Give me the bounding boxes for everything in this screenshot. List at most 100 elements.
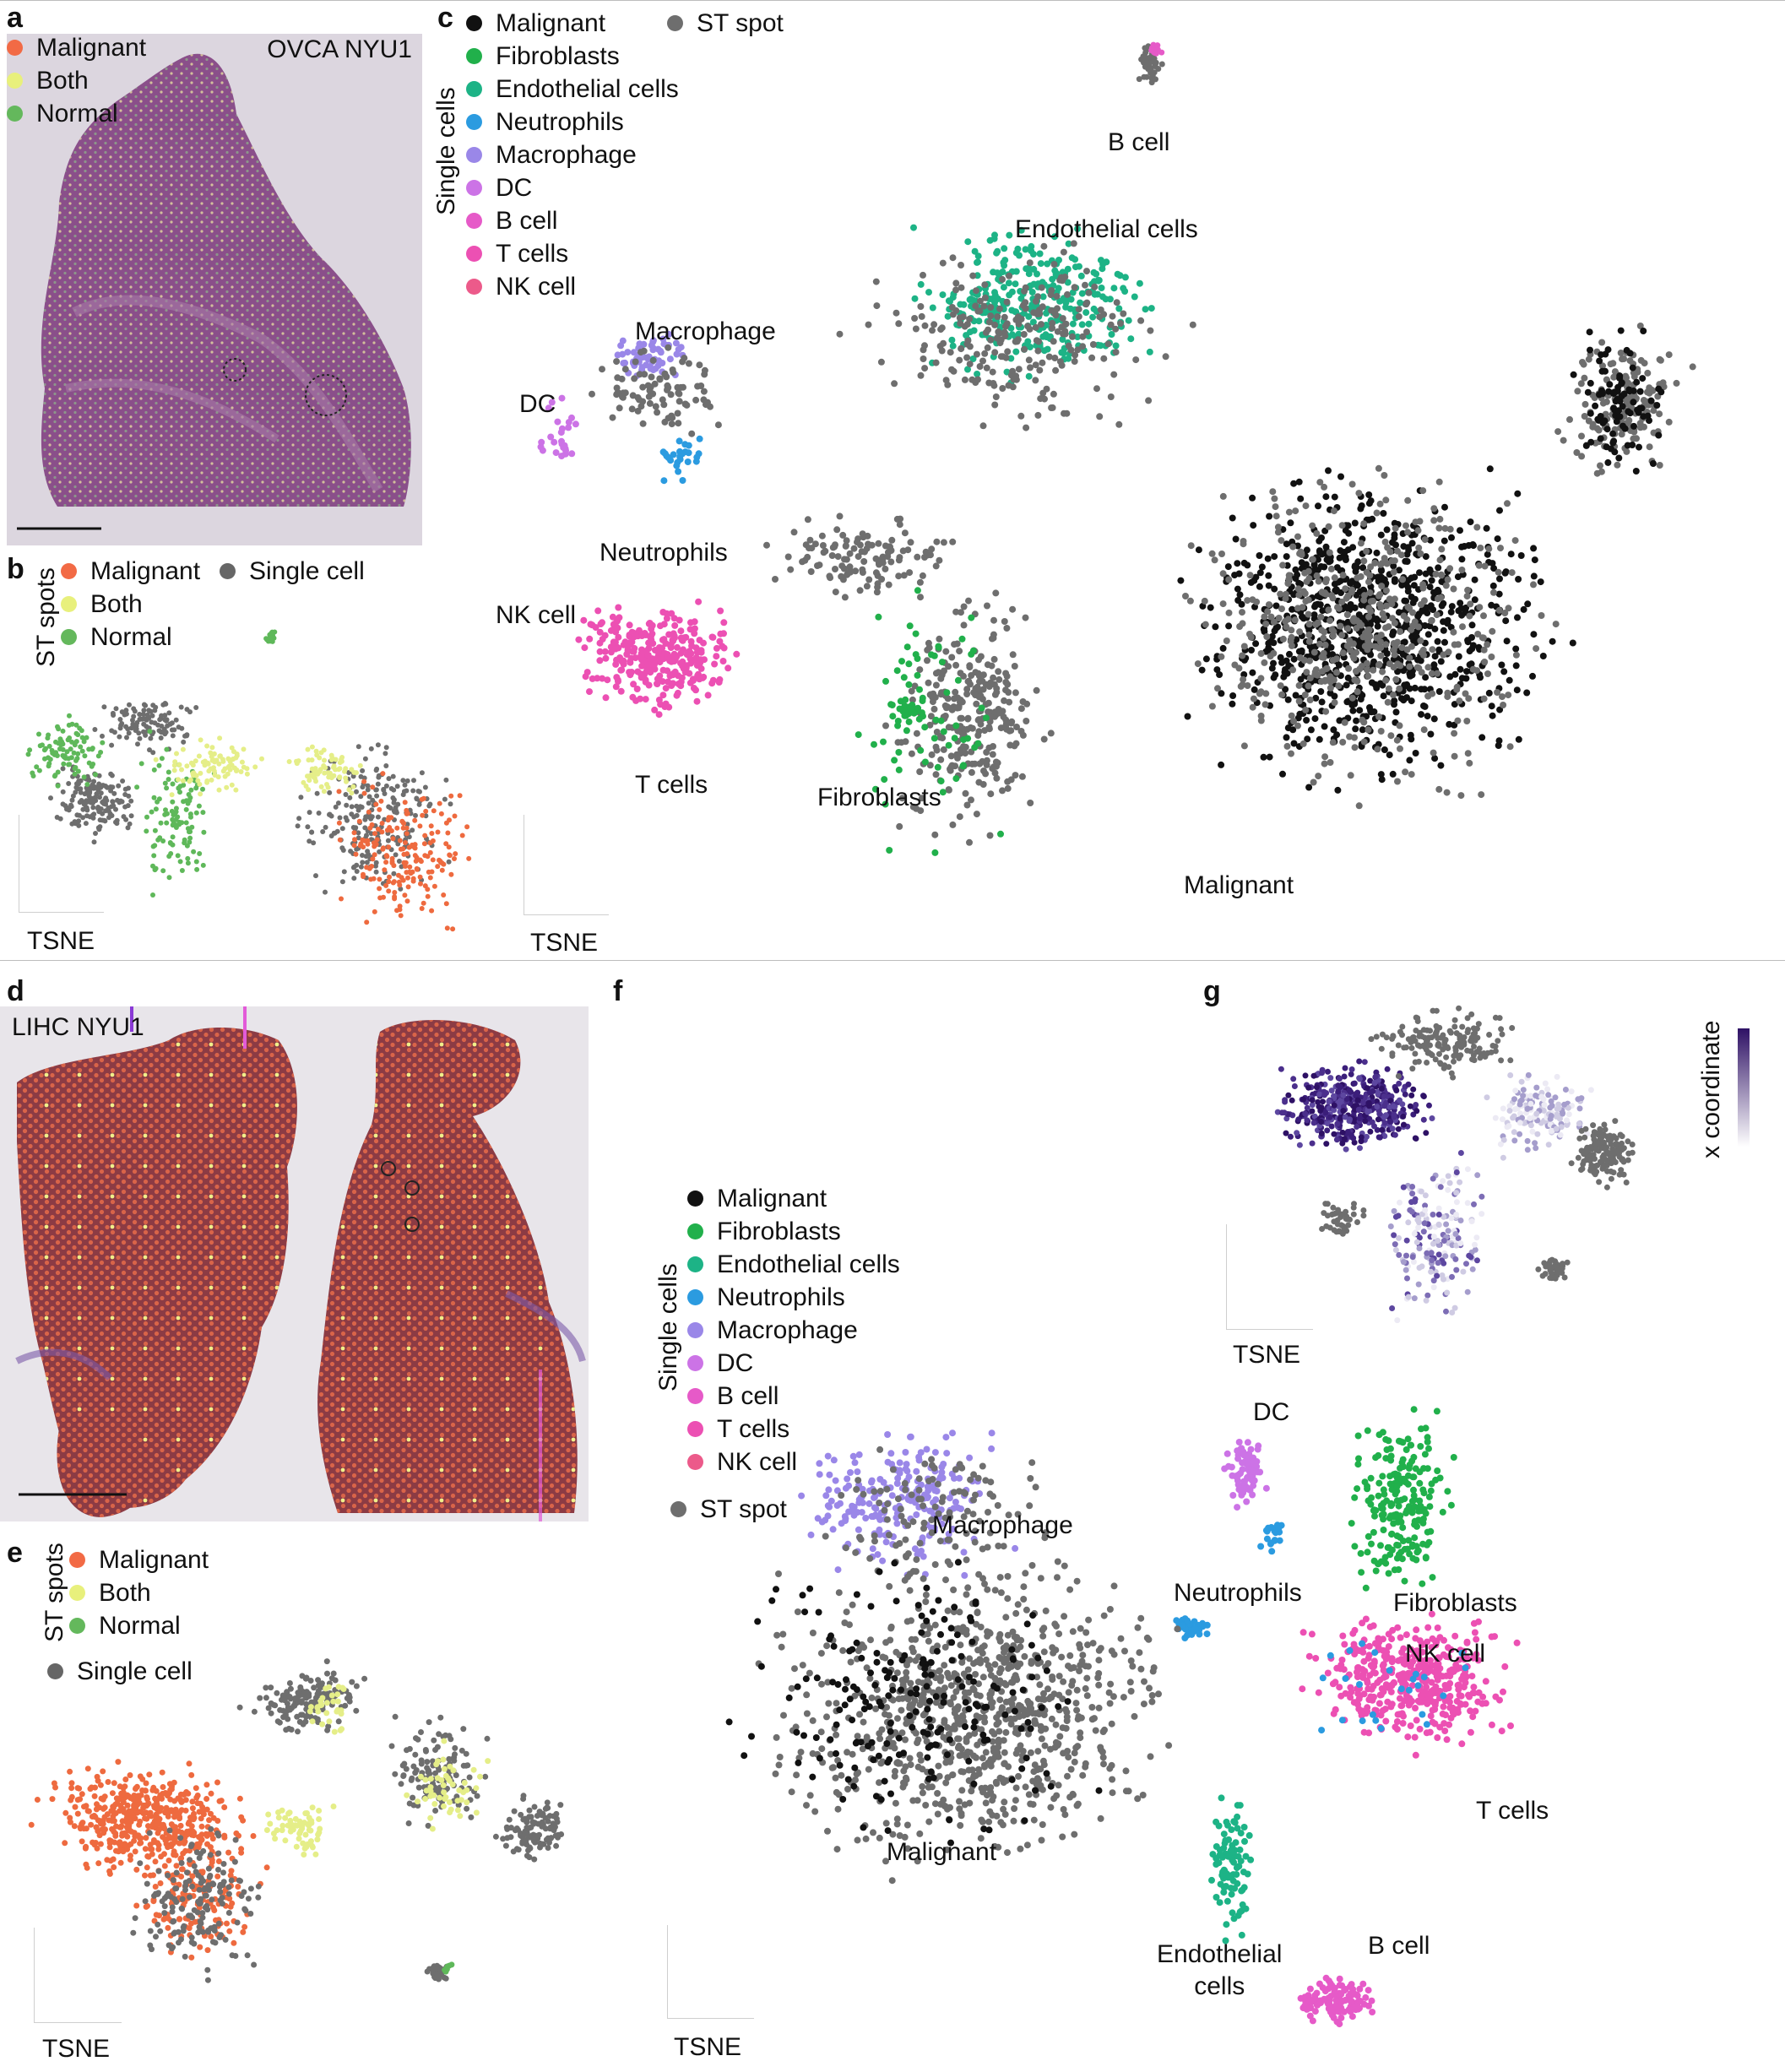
st-spot-point xyxy=(1327,617,1334,625)
malignant-point xyxy=(1416,569,1423,577)
st-spot-point xyxy=(220,757,225,762)
st-spot-point xyxy=(1636,424,1644,431)
st-spot-point xyxy=(193,1794,200,1801)
endothelial-point xyxy=(1008,331,1016,339)
single-cell-point xyxy=(373,869,379,875)
single-cell-point xyxy=(346,1698,353,1705)
st-spot-point xyxy=(696,361,703,369)
st-spot-point xyxy=(990,655,998,663)
st-spot-point xyxy=(960,621,968,629)
st-spot-point xyxy=(1314,619,1321,626)
malignant-point xyxy=(1615,407,1622,415)
single-cell-point xyxy=(350,773,356,779)
st-spot-point xyxy=(940,539,947,546)
single-cell-point xyxy=(128,798,134,804)
st-spot-point xyxy=(198,1831,205,1838)
st-spot-point xyxy=(1309,556,1316,563)
st-spot-point xyxy=(1158,61,1165,68)
st-spot-point xyxy=(1443,789,1451,796)
malignant-point xyxy=(1451,670,1459,678)
st-spot-point xyxy=(1446,525,1454,533)
st-spot-point xyxy=(877,358,885,366)
malignant-point xyxy=(1587,379,1594,387)
single-cell-point xyxy=(323,1658,330,1665)
malignant-point xyxy=(1427,730,1435,738)
endothelial-point xyxy=(1065,355,1072,362)
st-spot-point xyxy=(1465,695,1473,702)
single-cell-point xyxy=(100,783,106,789)
malignant-point xyxy=(1587,410,1594,417)
t-cell-point xyxy=(713,653,720,660)
st-spot-point xyxy=(240,1928,247,1935)
endothelial-point xyxy=(1064,279,1072,286)
st-spot-point xyxy=(1316,640,1323,648)
st-spot-point xyxy=(1436,515,1444,523)
st-spot-point xyxy=(187,839,193,845)
endothelial-point xyxy=(1142,306,1149,313)
st-spot-point xyxy=(806,536,814,544)
st-spot-point xyxy=(949,538,957,545)
st-spot-point xyxy=(323,1700,330,1706)
single-cell-point xyxy=(394,784,400,789)
t-cell-point xyxy=(671,621,679,629)
fibroblast-point xyxy=(935,643,942,650)
malignant-point xyxy=(1334,786,1342,794)
st-spot-point xyxy=(198,1815,204,1822)
malignant-point xyxy=(1392,708,1400,716)
fibroblast-point xyxy=(902,708,909,716)
st-spot-point xyxy=(67,713,72,719)
malignant-point xyxy=(1494,535,1501,543)
st-spot-point xyxy=(84,735,90,740)
st-spot-point xyxy=(1027,364,1034,372)
st-spot-point xyxy=(1397,662,1404,670)
st-spot-point xyxy=(373,842,379,848)
malignant-point xyxy=(1258,563,1266,571)
st-spot-point xyxy=(119,1831,126,1836)
st-spot-point xyxy=(1007,719,1015,727)
st-spot-point xyxy=(995,668,1002,675)
st-spot-point xyxy=(947,349,954,356)
malignant-point xyxy=(1252,640,1260,648)
st-spot-point xyxy=(974,376,981,383)
endothelial-point xyxy=(1121,274,1129,281)
single-cell-point xyxy=(169,727,175,733)
single-cell-point xyxy=(383,745,389,751)
st-spot-point xyxy=(839,531,847,539)
endothelial-point xyxy=(1110,285,1118,292)
st-spot-point xyxy=(1240,675,1247,683)
malignant-point xyxy=(1378,567,1385,575)
st-spot-point xyxy=(1581,413,1588,420)
st-spot-point xyxy=(446,844,452,850)
st-spot-point xyxy=(402,800,408,805)
panel-c-tsne-plot xyxy=(537,41,1696,856)
single-cell-point xyxy=(270,1701,277,1708)
st-spot-point xyxy=(209,1836,216,1842)
st-spot-point xyxy=(1459,623,1466,631)
st-spot-point xyxy=(68,746,73,752)
st-spot-point xyxy=(321,789,327,795)
malignant-point xyxy=(1513,686,1521,694)
malignant-point xyxy=(1597,435,1604,442)
st-spot-point xyxy=(920,271,926,279)
st-spot-point xyxy=(987,336,995,344)
st-spot-point xyxy=(142,1815,149,1822)
st-spot-point xyxy=(1023,700,1031,708)
st-spot-point xyxy=(1374,634,1381,642)
st-spot-point xyxy=(143,1787,149,1794)
st-spot-point xyxy=(819,542,827,549)
st-spot-point xyxy=(73,765,79,770)
st-spot-point xyxy=(224,784,230,790)
t-cell-point xyxy=(657,622,664,630)
malignant-point xyxy=(1256,569,1264,577)
st-spot-point xyxy=(405,884,411,890)
single-cell-point xyxy=(54,815,60,820)
st-spot-point xyxy=(1299,740,1307,747)
single-cell-point xyxy=(393,810,399,816)
single-cell-point xyxy=(274,1690,280,1696)
st-spot-point xyxy=(203,1796,210,1802)
single-cell-point xyxy=(130,717,135,723)
fibroblast-point xyxy=(907,705,914,713)
st-spot-point xyxy=(1552,621,1560,628)
fibroblast-point xyxy=(968,614,975,621)
st-spot-point xyxy=(92,1814,99,1820)
